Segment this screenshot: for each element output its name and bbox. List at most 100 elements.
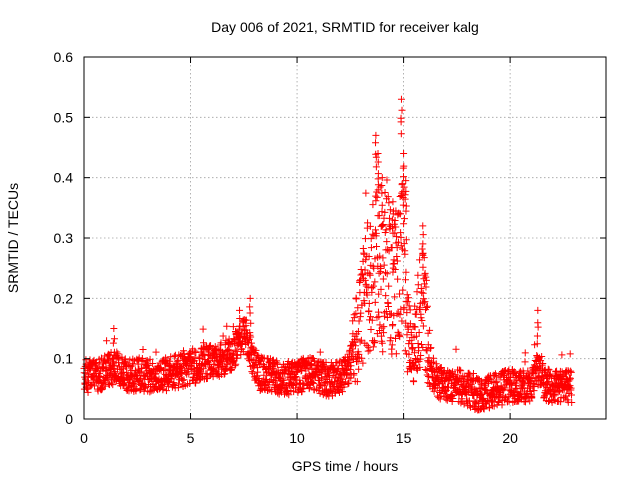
- data-point: [378, 208, 386, 216]
- data-point: [305, 384, 313, 392]
- data-point: [421, 365, 429, 373]
- data-point: [379, 348, 387, 356]
- data-point: [456, 366, 464, 374]
- data-point: [132, 384, 140, 392]
- data-point: [327, 386, 335, 394]
- data-point: [248, 368, 256, 376]
- data-point: [567, 368, 575, 376]
- data-point: [134, 360, 142, 368]
- data-point: [362, 189, 370, 197]
- data-point: [409, 344, 417, 352]
- data-point: [273, 360, 281, 368]
- data-point: [402, 207, 410, 215]
- data-point: [418, 317, 426, 325]
- data-point: [371, 226, 379, 234]
- data-point: [83, 385, 91, 393]
- data-point: [318, 375, 326, 383]
- data-point: [449, 394, 457, 402]
- data-point: [415, 328, 423, 336]
- data-point: [403, 291, 411, 299]
- x-tick-label: 20: [502, 430, 518, 446]
- data-point: [229, 323, 237, 331]
- data-point: [227, 366, 235, 374]
- data-point: [558, 351, 566, 359]
- data-point: [365, 299, 373, 307]
- data-point: [392, 223, 400, 231]
- data-point: [225, 347, 233, 355]
- data-point: [377, 265, 385, 273]
- data-point: [138, 364, 146, 372]
- data-point: [420, 299, 428, 307]
- data-point: [401, 250, 409, 258]
- data-point: [403, 368, 411, 376]
- data-point: [425, 372, 433, 380]
- data-point: [367, 326, 375, 334]
- data-point: [404, 298, 412, 306]
- grid-lines: [84, 57, 606, 419]
- data-point: [244, 339, 252, 347]
- data-point: [385, 199, 393, 207]
- data-point: [452, 345, 460, 353]
- data-point: [422, 276, 430, 284]
- data-point: [414, 271, 422, 279]
- data-point: [367, 244, 375, 252]
- data-point: [391, 293, 399, 301]
- data-point: [170, 352, 178, 360]
- x-tick-label: 10: [289, 430, 305, 446]
- data-point: [384, 193, 392, 201]
- data-point: [493, 378, 501, 386]
- data-point: [383, 314, 391, 322]
- data-point: [352, 310, 360, 318]
- data-point: [126, 356, 134, 364]
- data-point: [246, 303, 254, 311]
- data-point: [423, 371, 431, 379]
- data-point: [490, 402, 498, 410]
- data-point: [139, 345, 147, 353]
- data-point: [374, 181, 382, 189]
- data-point: [407, 329, 415, 337]
- data-point: [501, 384, 509, 392]
- data-point: [389, 224, 397, 232]
- data-point: [372, 163, 380, 171]
- data-point: [402, 236, 410, 244]
- data-point: [410, 349, 418, 357]
- data-point: [469, 369, 477, 377]
- data-point: [110, 335, 118, 343]
- data-point: [517, 389, 525, 397]
- data-point: [406, 306, 414, 314]
- data-point: [355, 365, 363, 373]
- data-point: [135, 369, 143, 377]
- data-point: [379, 275, 387, 283]
- data-point: [527, 374, 535, 382]
- data-point: [175, 380, 183, 388]
- data-point: [110, 325, 118, 332]
- data-point: [546, 370, 554, 378]
- data-point: [460, 378, 468, 386]
- data-point: [359, 359, 367, 367]
- data-series-srmtid: [80, 95, 576, 414]
- data-point: [474, 375, 482, 383]
- data-point: [376, 252, 384, 260]
- data-point: [378, 189, 386, 197]
- data-point: [385, 221, 393, 229]
- data-point: [415, 306, 423, 314]
- y-tick-label: 0.3: [54, 230, 74, 246]
- data-point: [231, 362, 239, 370]
- data-point: [400, 150, 408, 158]
- data-point: [567, 367, 575, 375]
- data-point: [425, 379, 433, 387]
- data-point: [414, 340, 422, 348]
- data-point: [247, 333, 255, 341]
- data-point: [233, 351, 241, 359]
- data-point: [394, 238, 402, 246]
- data-point: [161, 370, 169, 378]
- data-point: [519, 381, 527, 389]
- data-point: [397, 118, 405, 126]
- data-point: [402, 276, 410, 284]
- data-point: [530, 382, 538, 390]
- data-point: [359, 271, 367, 279]
- data-point: [544, 365, 552, 373]
- data-point: [353, 378, 361, 386]
- data-point: [389, 198, 397, 206]
- data-point: [146, 388, 154, 396]
